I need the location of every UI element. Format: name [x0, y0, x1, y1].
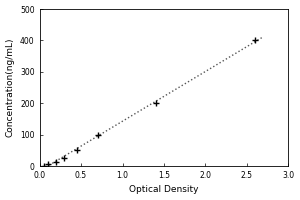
X-axis label: Optical Density: Optical Density — [129, 185, 199, 194]
Y-axis label: Concentration(ng/mL): Concentration(ng/mL) — [6, 38, 15, 137]
